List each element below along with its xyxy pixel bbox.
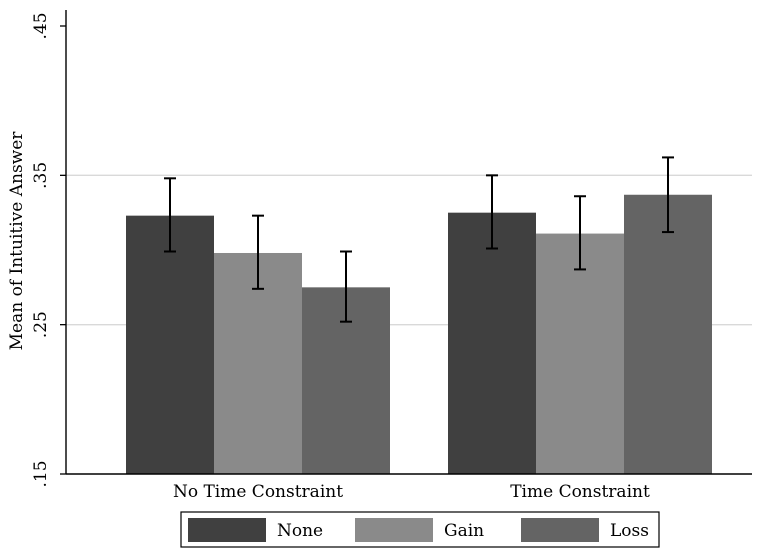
legend: None Gain Loss bbox=[180, 511, 660, 548]
y-tick-label: .25 bbox=[31, 311, 51, 338]
legend-label-loss: Loss bbox=[610, 521, 649, 541]
legend-label-none: None bbox=[277, 521, 323, 541]
axes bbox=[65, 10, 752, 475]
x-category-labels: No Time Constraint Time Constraint bbox=[173, 482, 650, 502]
bar-none bbox=[126, 215, 214, 475]
bar-loss bbox=[624, 194, 712, 474]
x-category-label: No Time Constraint bbox=[173, 482, 343, 502]
legend-swatch-gain bbox=[355, 518, 433, 542]
bars bbox=[126, 194, 712, 475]
y-tick-label: .45 bbox=[31, 12, 51, 39]
error-bars bbox=[164, 156, 674, 323]
x-category-label: Time Constraint bbox=[510, 482, 650, 502]
legend-swatch-loss bbox=[521, 518, 599, 542]
y-tick-label: .15 bbox=[31, 460, 51, 487]
y-axis-title: Mean of Intuitive Answer bbox=[7, 131, 27, 351]
y-ticks: .15 .25 .35 .45 bbox=[31, 12, 66, 488]
y-tick-label: .35 bbox=[31, 162, 51, 189]
legend-swatch-none bbox=[188, 518, 266, 542]
bar-gain bbox=[536, 233, 624, 474]
legend-label-gain: Gain bbox=[444, 521, 484, 541]
bar-none bbox=[448, 212, 536, 474]
